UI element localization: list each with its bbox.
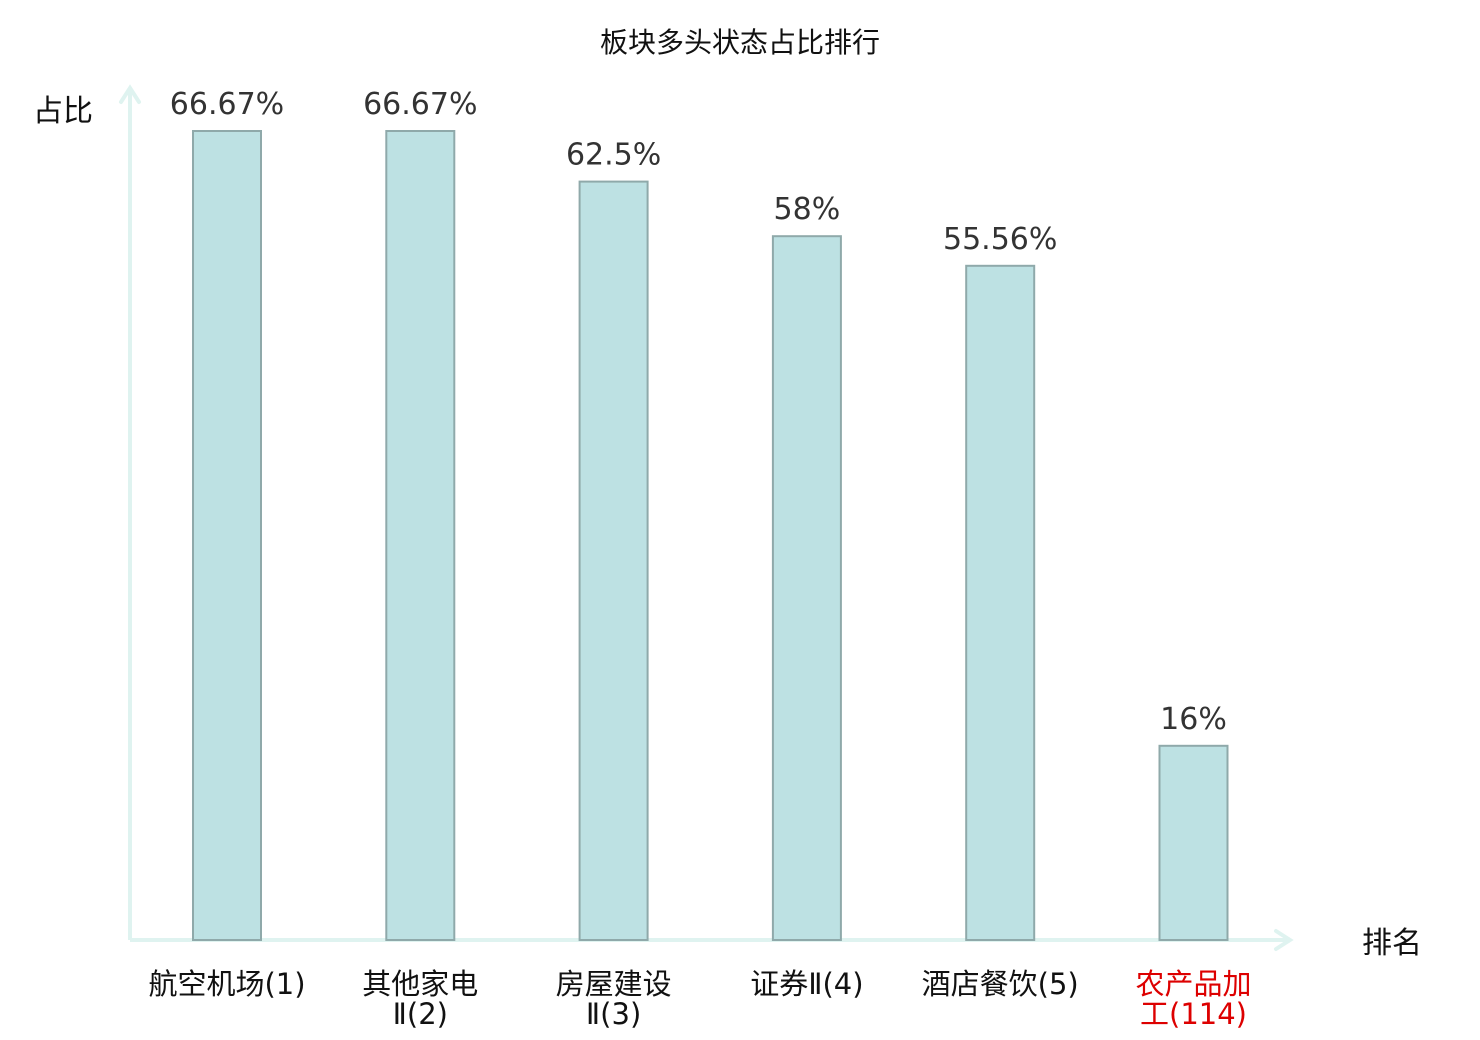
x-axis-arrow	[1274, 929, 1294, 951]
chart-title: 板块多头状态占比排行	[600, 26, 880, 59]
category-tick-label: 房屋建设	[556, 967, 672, 1001]
data-label: 66.67%	[170, 87, 284, 122]
bar	[1158, 744, 1229, 941]
y-axis-arrow	[119, 84, 141, 104]
x-axis-title: 排名	[1362, 926, 1422, 961]
category-tick-label: 其他家电	[362, 967, 478, 1001]
bar	[192, 130, 262, 941]
bar	[385, 130, 456, 941]
bar	[965, 264, 1036, 941]
category-tick-label: 证券Ⅱ(4)	[750, 967, 863, 1001]
value-labels: 66.67% 66.67% 62.5% 58% 55.56% 16%	[170, 87, 1227, 737]
category-tick-label: 农产品加	[1135, 967, 1251, 1001]
category-tick-label: 工(114)	[1140, 997, 1247, 1031]
data-label: 62.5%	[566, 138, 661, 173]
bars	[192, 130, 1229, 942]
data-label: 55.56%	[943, 222, 1057, 257]
category-tick-label: 航空机场(1)	[148, 967, 305, 1001]
bar	[578, 180, 649, 942]
category-tick-label: Ⅱ(3)	[586, 997, 641, 1031]
data-label: 58%	[774, 192, 841, 227]
data-label: 66.67%	[363, 87, 477, 122]
category-tick-label: Ⅱ(2)	[393, 997, 448, 1031]
data-label: 16%	[1160, 702, 1227, 737]
bar	[771, 235, 842, 941]
category-tick-label: 酒店餐饮(5)	[922, 967, 1079, 1001]
axes	[119, 84, 1294, 951]
y-axis-title: 占比	[33, 94, 93, 129]
